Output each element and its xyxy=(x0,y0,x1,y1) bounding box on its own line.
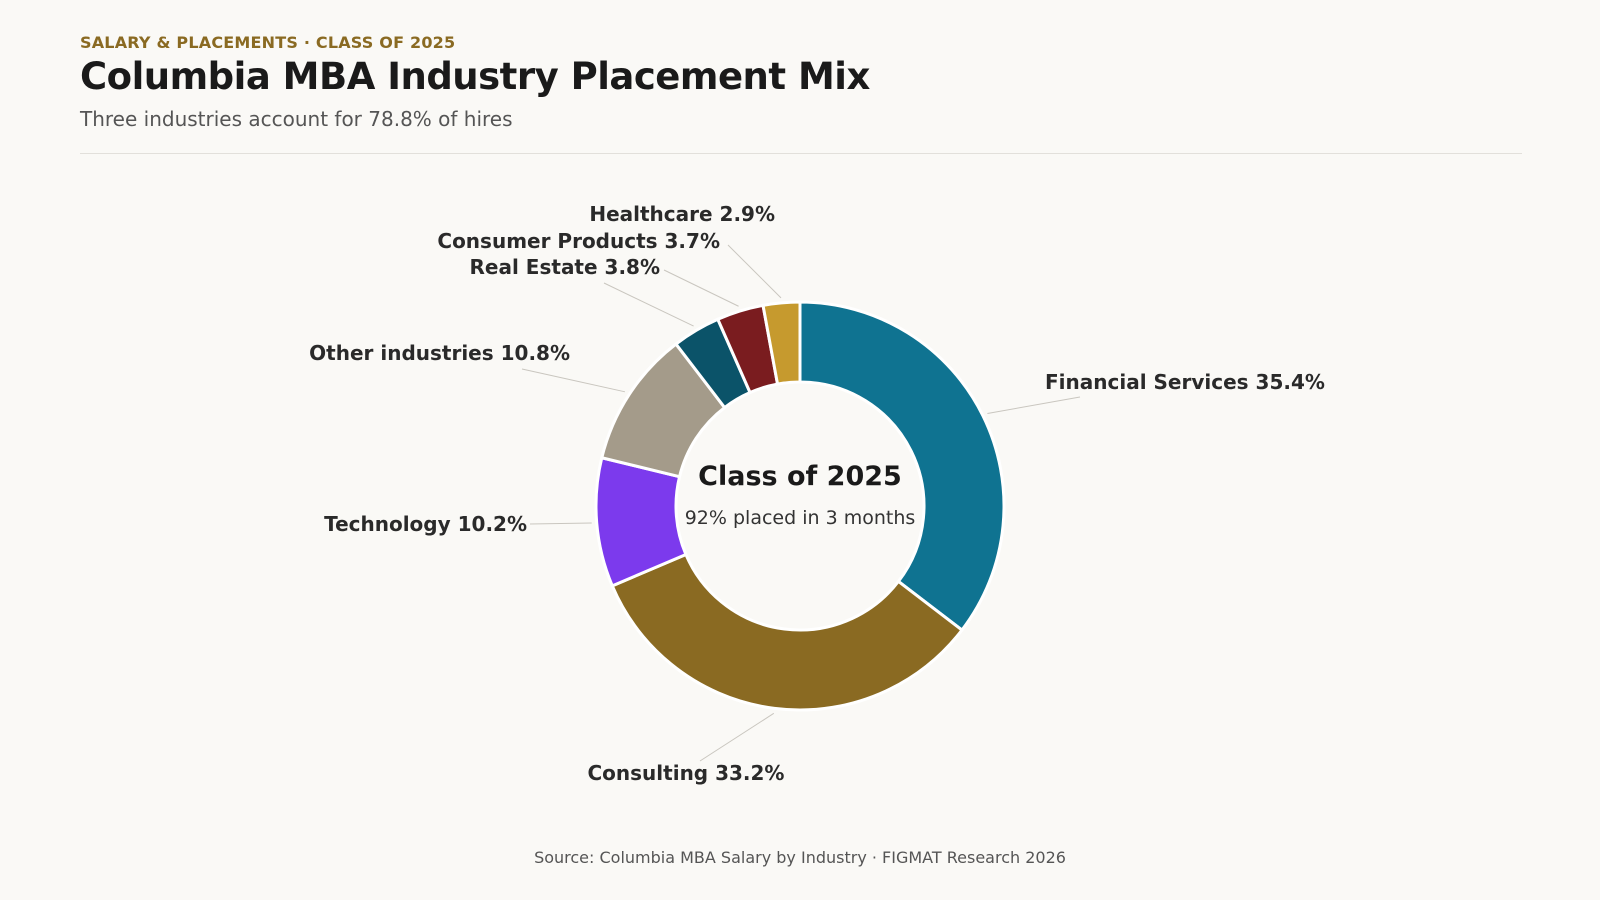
slice-label-healthcare: Healthcare 2.9% xyxy=(589,202,775,226)
eyebrow-label: SALARY & PLACEMENTS · CLASS OF 2025 xyxy=(80,33,456,52)
page-subtitle: Three industries account for 78.8% of hi… xyxy=(80,107,513,131)
slice-label-consulting: Consulting 33.2% xyxy=(588,761,785,785)
center-subtitle: 92% placed in 3 months xyxy=(685,507,916,529)
leader-line-consumer-products xyxy=(663,269,739,307)
chart-header: SALARY & PLACEMENTS · CLASS OF 2025 Colu… xyxy=(80,33,1520,132)
center-title: Class of 2025 xyxy=(698,461,902,492)
source-note: Source: Columbia MBA Salary by Industry … xyxy=(534,848,1066,867)
leader-line-technology xyxy=(529,522,592,525)
slice-consulting xyxy=(610,553,964,712)
donut-chart: Financial Services 35.4% Consulting 33.2%… xyxy=(309,202,1325,785)
slice-labels-group: Financial Services 35.4% Consulting 33.2%… xyxy=(309,202,1325,785)
slice-label-real-estate: Real Estate 3.8% xyxy=(470,255,660,279)
slice-healthcare xyxy=(761,300,802,386)
leader-lines-group xyxy=(521,244,1081,762)
slice-financial-services xyxy=(798,300,1006,632)
leader-line-other-industries xyxy=(521,368,626,393)
slices-group xyxy=(594,300,1006,712)
leader-line-financial-services xyxy=(987,396,1081,414)
page-title: Columbia MBA Industry Placement Mix xyxy=(80,55,870,98)
leader-line-real-estate xyxy=(603,282,694,327)
header-divider xyxy=(80,153,1522,154)
slice-label-financial-services: Financial Services 35.4% xyxy=(1045,370,1325,394)
slice-label-consumer-products: Consumer Products 3.7% xyxy=(437,229,720,253)
leader-line-healthcare xyxy=(727,244,782,299)
slice-label-technology: Technology 10.2% xyxy=(324,512,527,536)
leader-line-consulting xyxy=(699,712,775,762)
slice-label-other-industries: Other industries 10.8% xyxy=(309,341,570,365)
